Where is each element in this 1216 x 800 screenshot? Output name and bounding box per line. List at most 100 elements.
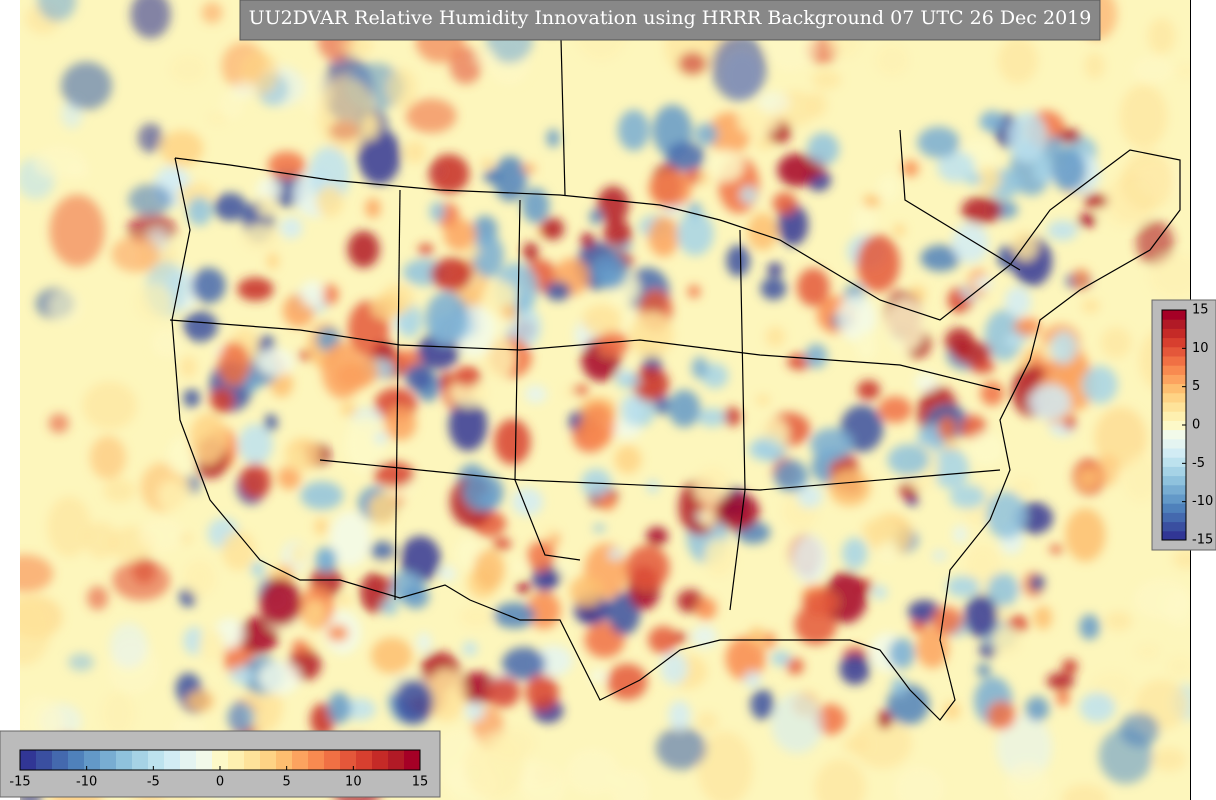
field-blob bbox=[1004, 286, 1032, 318]
field-blob bbox=[1047, 220, 1078, 241]
field-blob bbox=[89, 435, 127, 480]
field-blob bbox=[221, 530, 256, 571]
colorbar-tick-label: -5 bbox=[1192, 456, 1205, 471]
colorbar-swatch bbox=[1162, 374, 1186, 385]
field-blob bbox=[836, 294, 877, 342]
field-blob bbox=[373, 342, 396, 360]
field-blob bbox=[87, 585, 109, 611]
colorbar-tick-label: -10 bbox=[76, 775, 97, 790]
border bbox=[319, 459, 1001, 491]
field-blob bbox=[1049, 544, 1063, 554]
field-blob bbox=[596, 331, 630, 357]
colorbar-swatch bbox=[116, 750, 133, 770]
field-blob bbox=[486, 677, 521, 708]
field-blob bbox=[676, 211, 714, 256]
colorbar-swatch bbox=[1162, 494, 1186, 504]
field-blob bbox=[304, 600, 326, 627]
field-blob bbox=[462, 641, 478, 656]
colorbar-swatch bbox=[1162, 356, 1186, 366]
colorbar-swatch bbox=[1162, 310, 1186, 320]
field-blob bbox=[207, 112, 228, 125]
field-blob bbox=[1083, 193, 1109, 209]
colorbar-swatch bbox=[36, 750, 53, 770]
field-blob bbox=[931, 448, 970, 489]
field-blob bbox=[937, 150, 976, 183]
field-blob bbox=[884, 297, 926, 353]
field-blob bbox=[209, 387, 235, 414]
field-blob bbox=[698, 170, 711, 186]
field-blob bbox=[976, 663, 991, 677]
field-blob bbox=[765, 326, 786, 348]
field-blob bbox=[180, 356, 197, 378]
field-blob bbox=[217, 342, 251, 386]
field-blob bbox=[607, 663, 648, 701]
field-blob bbox=[777, 153, 817, 187]
colorbar-swatch bbox=[1162, 475, 1186, 486]
field-blob bbox=[327, 692, 351, 724]
field-blob bbox=[973, 275, 994, 291]
field-blob bbox=[920, 245, 961, 272]
field-blob bbox=[1005, 763, 1051, 800]
field-blob bbox=[449, 47, 483, 85]
field-blob bbox=[37, 0, 77, 22]
field-blob bbox=[852, 717, 912, 769]
field-blob bbox=[522, 163, 536, 174]
field-blob bbox=[614, 445, 642, 474]
field-blob bbox=[894, 766, 945, 800]
colorbar-tick-label: 5 bbox=[1192, 379, 1200, 394]
field-blob bbox=[462, 472, 504, 512]
field-blob bbox=[891, 676, 907, 697]
field-blob bbox=[137, 123, 164, 153]
field-blob bbox=[805, 343, 828, 369]
field-blob bbox=[329, 511, 371, 567]
field-blob bbox=[965, 172, 983, 186]
field-blob bbox=[961, 196, 1003, 224]
field-blob bbox=[1172, 548, 1190, 569]
field-blob bbox=[856, 234, 900, 292]
colorbar-swatch bbox=[1162, 512, 1186, 523]
field-blob bbox=[387, 68, 417, 109]
field-blob bbox=[646, 526, 669, 546]
field-blob bbox=[665, 142, 706, 172]
field-blob bbox=[405, 98, 457, 134]
field-blob bbox=[242, 224, 280, 250]
field-blob bbox=[979, 110, 1006, 133]
colorbar-swatch bbox=[1162, 457, 1186, 467]
colorbar-swatch bbox=[1162, 484, 1186, 495]
field-blob bbox=[251, 561, 265, 578]
field-blob bbox=[103, 478, 136, 503]
field-blob bbox=[511, 559, 527, 573]
field-blob bbox=[1028, 383, 1072, 421]
field-blob bbox=[678, 51, 707, 75]
boundaries bbox=[169, 0, 1181, 721]
field-blob bbox=[342, 35, 374, 57]
field-blob bbox=[237, 277, 274, 302]
field-blob bbox=[580, 402, 616, 448]
field-blob bbox=[987, 573, 1020, 607]
field-blob bbox=[931, 606, 963, 635]
field-blob bbox=[201, 1, 223, 24]
field-blob bbox=[84, 521, 118, 559]
field-blob bbox=[1061, 659, 1078, 674]
field-blob bbox=[48, 413, 69, 434]
field-blob bbox=[158, 479, 186, 511]
field-blob bbox=[697, 408, 727, 427]
field-blob bbox=[984, 309, 1024, 361]
field-blob bbox=[786, 657, 804, 675]
field-blob bbox=[430, 257, 474, 291]
field-blob bbox=[952, 525, 968, 544]
field-blob bbox=[839, 653, 871, 685]
field-blob bbox=[992, 626, 1021, 655]
field-blob bbox=[893, 224, 906, 237]
colorbar-swatch bbox=[372, 750, 389, 770]
field-blob bbox=[33, 146, 87, 179]
colorbar-tick-label: 0 bbox=[216, 775, 224, 790]
field-blob bbox=[976, 166, 1001, 193]
field-blob bbox=[625, 545, 670, 591]
field-blob bbox=[877, 709, 893, 730]
colorbar-swatch bbox=[228, 750, 245, 770]
field-blob bbox=[700, 506, 717, 528]
field-blob bbox=[1081, 298, 1100, 314]
